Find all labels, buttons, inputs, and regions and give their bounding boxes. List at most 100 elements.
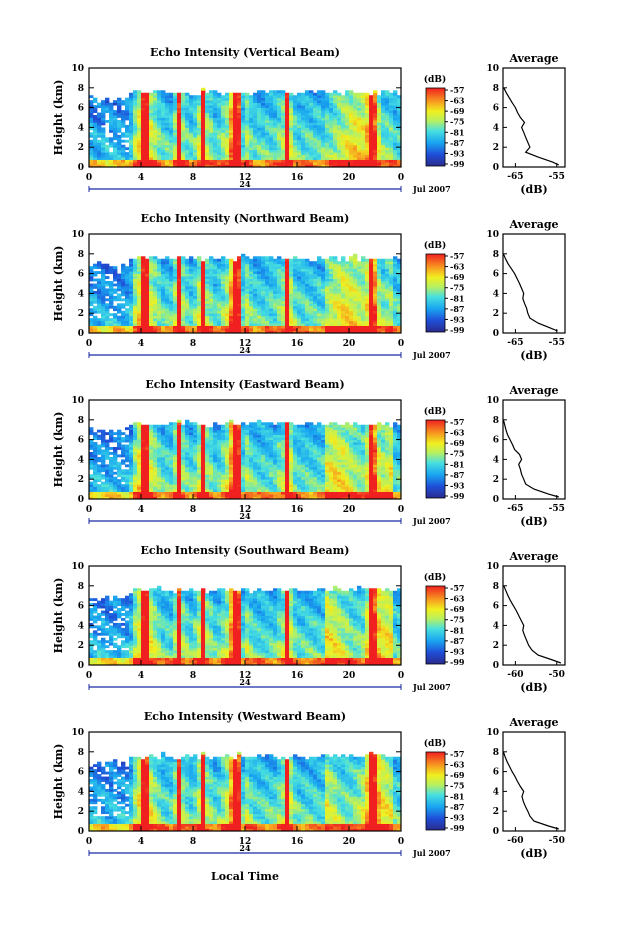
heatmap-cell <box>313 117 318 121</box>
heatmap-cell <box>281 290 286 294</box>
heatmap-cell <box>377 154 382 158</box>
heatmap-cell <box>137 137 142 141</box>
heatmap-cell <box>265 268 270 272</box>
heatmap-cell <box>277 119 282 123</box>
heatmap-cell <box>321 263 326 267</box>
heatmap-cell <box>281 110 286 113</box>
heatmap-cell <box>213 298 218 302</box>
heatmap-cell <box>89 474 94 478</box>
heatmap-cell <box>157 281 162 284</box>
heatmap-cell <box>233 328 238 331</box>
heatmap-cell <box>373 134 378 138</box>
heatmap-cell <box>293 330 298 334</box>
heatmap-cell <box>261 152 266 156</box>
heatmap-cell <box>369 273 374 277</box>
heatmap-cell <box>373 110 378 113</box>
heatmap-cell <box>305 315 310 319</box>
heatmap-cell <box>121 310 126 314</box>
heatmap-cell <box>97 320 102 324</box>
heatmap-cell <box>373 127 378 131</box>
heatmap-cell <box>289 129 294 133</box>
heatmap-cell <box>365 149 370 153</box>
heatmap-cell <box>353 157 358 160</box>
heatmap-cell <box>221 139 226 143</box>
heatmap-cell <box>157 147 162 151</box>
heatmap-cell <box>313 283 318 287</box>
heatmap-cell <box>249 124 254 128</box>
heatmap-cell <box>209 90 214 94</box>
heatmap-cell <box>213 276 218 279</box>
heatmap-cell <box>365 115 370 118</box>
heatmap-cell <box>153 323 158 326</box>
heatmap-cell <box>173 162 178 165</box>
heatmap-cell <box>321 268 326 272</box>
heatmap-cell <box>281 298 286 302</box>
heatmap-cell <box>297 110 302 113</box>
heatmap-cell <box>345 147 350 151</box>
heatmap-cell <box>221 137 226 141</box>
heatmap-cell <box>125 107 130 111</box>
heatmap-cell <box>141 308 146 312</box>
heatmap-cell <box>133 100 138 104</box>
heatmap-cell <box>241 288 246 292</box>
heatmap-cell <box>249 100 254 104</box>
heatmap-cell <box>97 278 102 282</box>
heatmap-cell <box>361 117 366 121</box>
heatmap-cell <box>325 105 330 109</box>
heatmap-cell <box>193 159 198 163</box>
heatmap-cell <box>233 100 238 104</box>
heatmap-cell <box>101 115 106 118</box>
heatmap-cell <box>293 117 298 121</box>
heatmap-cell <box>165 102 170 106</box>
heatmap-cell <box>281 149 286 153</box>
heatmap-cell <box>173 305 178 309</box>
heatmap-cell <box>153 154 158 158</box>
heatmap-cell <box>209 271 214 275</box>
heatmap-cell <box>177 293 182 297</box>
heatmap-cell <box>241 281 246 284</box>
heatmap-cell <box>165 152 170 156</box>
heatmap-cell <box>309 144 314 148</box>
heatmap-cell <box>297 276 302 279</box>
heatmap-cell <box>201 112 206 116</box>
heatmap-cell <box>213 325 218 329</box>
heatmap-cell <box>145 288 150 292</box>
heatmap-cell <box>157 137 162 141</box>
heatmap-cell <box>265 266 270 270</box>
heatmap-cell <box>333 129 338 133</box>
heatmap-cell <box>125 298 130 302</box>
heatmap-cell <box>245 144 250 148</box>
heatmap-cell <box>277 134 282 138</box>
heatmap-cell <box>293 134 298 138</box>
heatmap-cell <box>265 139 270 143</box>
heatmap-cell <box>269 266 274 270</box>
heatmap-cell <box>197 112 202 116</box>
heatmap-cell <box>221 256 226 260</box>
heatmap-cell <box>201 295 206 299</box>
heatmap-cell <box>177 310 182 314</box>
heatmap-cell <box>241 157 246 160</box>
heatmap-cell <box>121 298 126 302</box>
heatmap-cell <box>317 256 322 260</box>
heatmap-cell <box>105 318 110 322</box>
heatmap-cell <box>285 137 290 141</box>
heatmap-cell <box>153 290 158 294</box>
heatmap-cell <box>385 154 390 158</box>
heatmap-cell <box>397 320 402 324</box>
heatmap-cell <box>253 105 258 109</box>
heatmap-cell <box>145 271 150 275</box>
heatmap-cell <box>169 281 174 284</box>
heatmap-cell <box>393 288 398 292</box>
heatmap-cell <box>385 315 390 319</box>
heatmap-cell <box>261 137 266 141</box>
heatmap-cell <box>169 268 174 272</box>
heatmap-cell <box>273 328 278 331</box>
heatmap-cell <box>261 261 266 265</box>
heatmap-cell <box>217 308 222 312</box>
heatmap-cell <box>381 117 386 121</box>
heatmap-cell <box>197 273 202 277</box>
heatmap-cell <box>317 330 322 334</box>
heatmap-cell <box>241 139 246 143</box>
heatmap-cell <box>357 276 362 279</box>
heatmap-cell <box>249 112 254 116</box>
